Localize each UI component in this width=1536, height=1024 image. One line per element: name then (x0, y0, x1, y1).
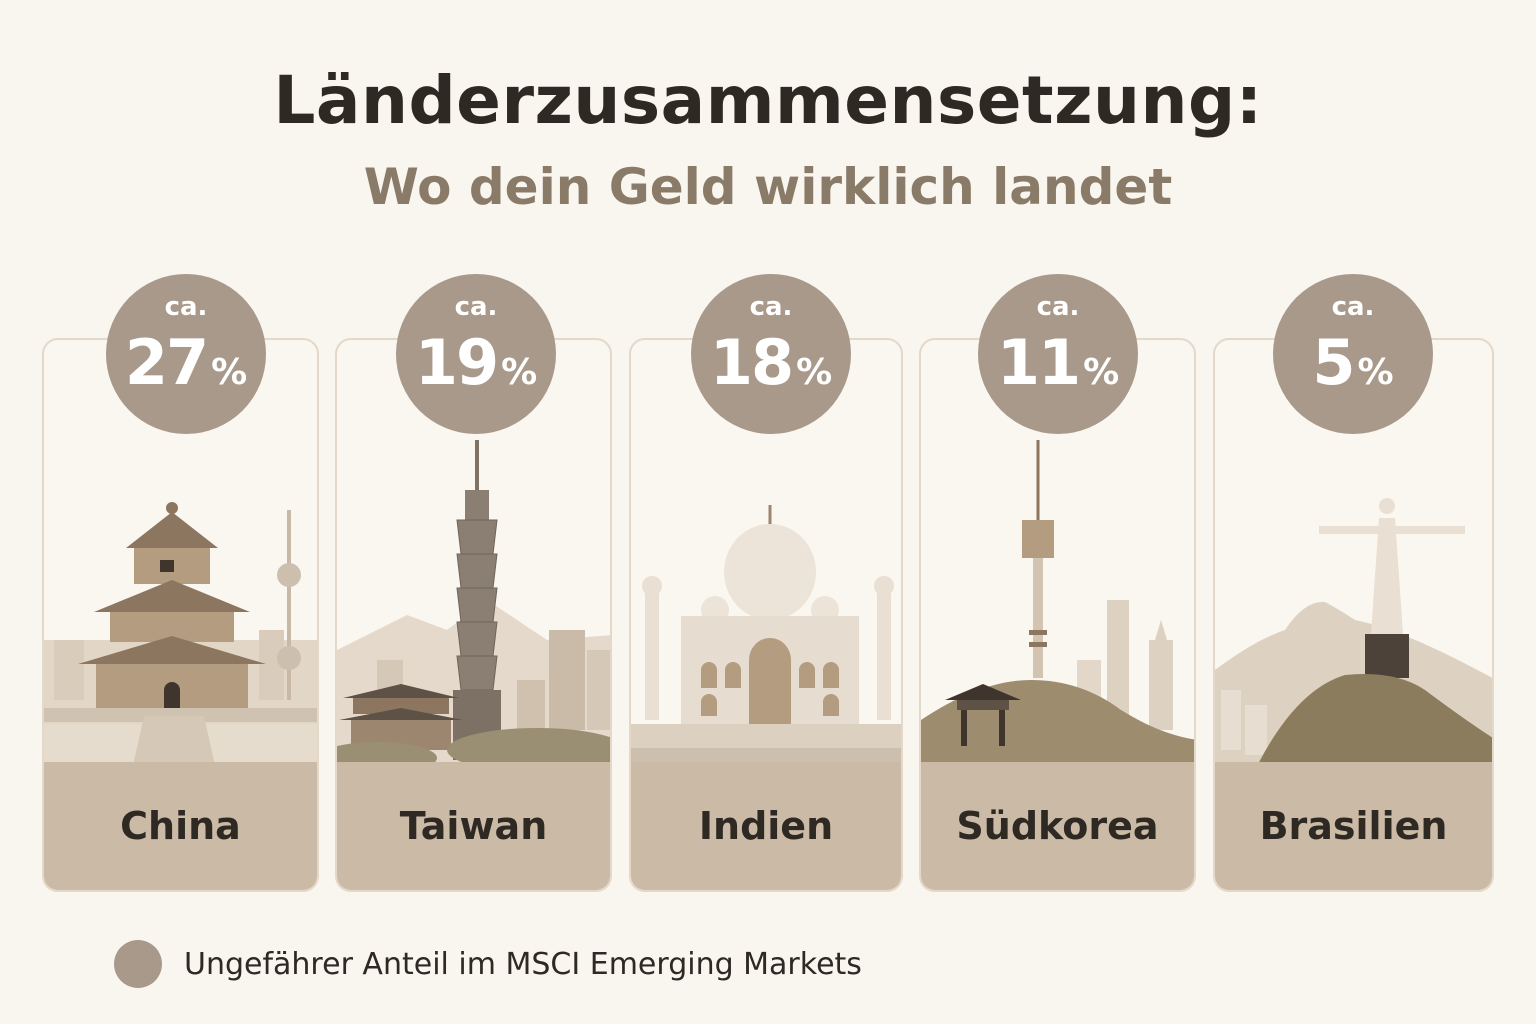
country-name-brasilien: Brasilien (1259, 804, 1448, 848)
n-seoul-tower-icon (921, 440, 1194, 770)
badge-prefix: ca. (749, 292, 793, 322)
country-label-band: China (44, 762, 317, 890)
badge-value: 5% (1312, 326, 1394, 399)
badge-prefix: ca. (1036, 292, 1080, 322)
legend: Ungefährer Anteil im MSCI Emerging Marke… (114, 940, 862, 988)
badge-prefix: ca. (164, 292, 208, 322)
share-badge-indien: ca. 18% (691, 274, 851, 434)
legend-dot-icon (114, 940, 162, 988)
badge-value: 19% (414, 326, 538, 399)
taipei-101-icon (337, 440, 610, 770)
country-card-indien: Indien (629, 338, 903, 892)
country-name-china: China (120, 804, 241, 848)
share-badge-china: ca. 27% (106, 274, 266, 434)
country-name-suedkorea: Südkorea (956, 804, 1159, 848)
country-label-band: Indien (631, 762, 901, 890)
badge-value: 11% (996, 326, 1120, 399)
page-title: Länderzusammensetzung: (273, 62, 1263, 139)
badge-value: 27% (124, 326, 248, 399)
taj-mahal-icon (631, 505, 901, 770)
share-badge-taiwan: ca. 19% (396, 274, 556, 434)
country-name-indien: Indien (698, 804, 834, 848)
share-badge-suedkorea: ca. 11% (978, 274, 1138, 434)
badge-value: 18% (709, 326, 833, 399)
country-label-band: Brasilien (1215, 762, 1492, 890)
christ-the-redeemer-icon (1215, 498, 1492, 770)
share-badge-brasilien: ca. 5% (1273, 274, 1433, 434)
badge-prefix: ca. (454, 292, 498, 322)
country-name-taiwan: Taiwan (399, 804, 548, 848)
country-label-band: Taiwan (337, 762, 610, 890)
temple-of-heaven-icon (44, 502, 317, 770)
badge-prefix: ca. (1331, 292, 1375, 322)
page-subtitle: Wo dein Geld wirklich landet (363, 158, 1173, 216)
legend-text: Ungefährer Anteil im MSCI Emerging Marke… (184, 946, 862, 982)
country-label-band: Südkorea (921, 762, 1194, 890)
